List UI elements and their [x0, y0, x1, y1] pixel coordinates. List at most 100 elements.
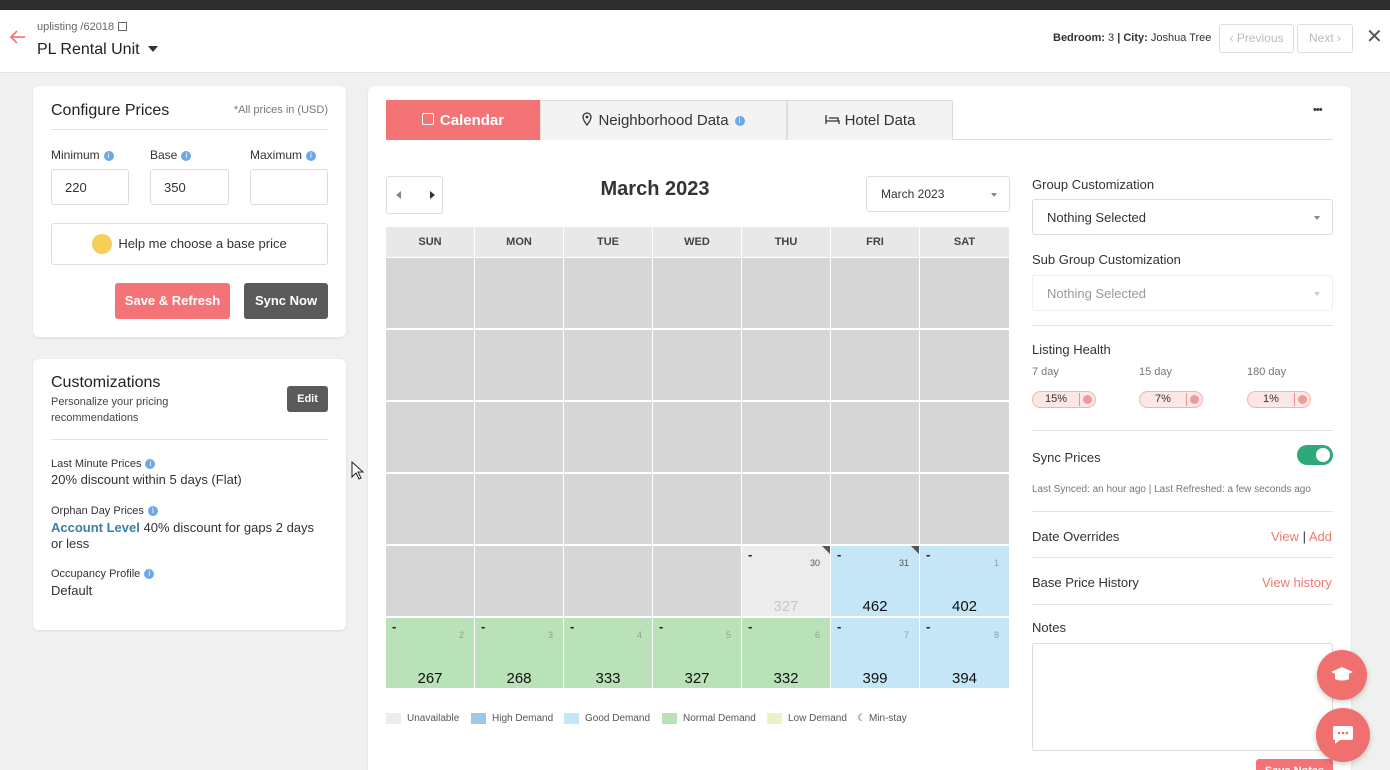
- previous-button[interactable]: ‹ Previous: [1219, 24, 1294, 53]
- calendar-day-cell[interactable]: [920, 474, 1009, 545]
- base-label-row: Base i: [150, 148, 192, 162]
- tab-calendar[interactable]: Calendar: [386, 100, 540, 140]
- calendar-day-cell[interactable]: [386, 258, 475, 329]
- calendar-day-cell[interactable]: [742, 474, 831, 545]
- calendar-day-cell[interactable]: [920, 402, 1009, 473]
- calendar-day-cell[interactable]: [831, 258, 920, 329]
- calendar-day-cell[interactable]: - 5 327: [653, 618, 742, 689]
- notes-textarea[interactable]: [1032, 643, 1333, 751]
- calendar-day-cell[interactable]: [920, 330, 1009, 401]
- legend-label: Min-stay: [868, 713, 907, 724]
- legend-high: High Demand: [471, 713, 553, 724]
- tab-neighborhood[interactable]: Neighborhood Data i: [540, 100, 787, 140]
- property-selector[interactable]: PL Rental Unit: [37, 41, 158, 59]
- calendar-day-cell[interactable]: [653, 330, 742, 401]
- next-month-icon[interactable]: [430, 191, 435, 199]
- calendar-day-cell[interactable]: [564, 402, 653, 473]
- day-price: 267: [417, 670, 443, 687]
- close-icon[interactable]: ✕: [1366, 26, 1383, 48]
- calendar-day-cell[interactable]: [564, 546, 653, 617]
- save-notes-button[interactable]: Save Notes: [1256, 759, 1333, 770]
- calendar-day-cell[interactable]: [742, 402, 831, 473]
- minimum-price-input[interactable]: 220: [51, 169, 129, 205]
- calendar-day-cell[interactable]: [386, 546, 475, 617]
- sync-now-button[interactable]: Sync Now: [244, 283, 328, 319]
- info-icon[interactable]: i: [306, 150, 317, 161]
- subgroup-customization-label: Sub Group Customization: [1032, 252, 1181, 267]
- calendar-day-cell[interactable]: [831, 474, 920, 545]
- info-icon[interactable]: [1083, 395, 1092, 404]
- calendar-day-cell[interactable]: - 7 399: [831, 618, 920, 689]
- info-icon[interactable]: [1190, 395, 1199, 404]
- base-price-input[interactable]: 350: [150, 169, 229, 205]
- calendar-day-cell[interactable]: [653, 258, 742, 329]
- maximum-price-input[interactable]: [250, 169, 328, 205]
- calendar-day-cell[interactable]: [920, 258, 1009, 329]
- calendar-day-cell[interactable]: [742, 258, 831, 329]
- view-history-link[interactable]: View history: [1262, 575, 1332, 590]
- sync-prices-toggle[interactable]: [1297, 445, 1333, 465]
- view-overrides-link[interactable]: View: [1271, 529, 1299, 544]
- group-customization-select[interactable]: Nothing Selected: [1032, 199, 1333, 235]
- calendar-day-cell[interactable]: [475, 546, 564, 617]
- save-refresh-button[interactable]: Save & Refresh: [115, 283, 230, 319]
- back-arrow-icon[interactable]: [9, 28, 29, 48]
- health-7day-label: 7 day: [1032, 366, 1059, 378]
- legend-normal: Normal Demand: [662, 713, 756, 724]
- maximum-label: Maximum: [250, 148, 303, 162]
- calendar-day-cell[interactable]: - 3 268: [475, 618, 564, 689]
- calendar-day-cell[interactable]: - 4 333: [564, 618, 653, 689]
- calendar-day-cell[interactable]: [831, 402, 920, 473]
- prev-month-icon[interactable]: [396, 191, 401, 199]
- info-icon[interactable]: i: [734, 116, 745, 127]
- health-15day-badge: 7%: [1139, 391, 1203, 408]
- account-level-link[interactable]: Account Level: [51, 520, 140, 535]
- breadcrumb[interactable]: uplisting /62018: [37, 21, 128, 33]
- help-base-price-button[interactable]: Help me choose a base price: [51, 223, 328, 265]
- calendar-day-cell[interactable]: [653, 402, 742, 473]
- calendar-day-cell[interactable]: [564, 330, 653, 401]
- subgroup-customization-select[interactable]: Nothing Selected: [1032, 275, 1333, 311]
- next-button[interactable]: Next ›: [1297, 24, 1353, 53]
- add-override-link[interactable]: Add: [1308, 529, 1333, 544]
- info-icon[interactable]: i: [144, 569, 155, 580]
- city-value: Joshua Tree: [1150, 32, 1212, 44]
- external-link-icon[interactable]: [118, 22, 128, 31]
- calendar-day-cell[interactable]: - 31 462: [831, 546, 920, 617]
- info-icon[interactable]: i: [145, 459, 156, 470]
- calendar-day-cell[interactable]: [564, 258, 653, 329]
- calendar-day-cell[interactable]: [475, 330, 564, 401]
- calendar-day-cell[interactable]: [386, 474, 475, 545]
- calendar-day-cell[interactable]: [653, 546, 742, 617]
- legend-good: Good Demand: [564, 713, 650, 724]
- calendar-day-cell[interactable]: - 2 267: [386, 618, 475, 689]
- calendar-day-cell[interactable]: [742, 330, 831, 401]
- calendar-day-cell[interactable]: [653, 474, 742, 545]
- min-stay-indicator: -: [748, 547, 753, 562]
- chat-button[interactable]: [1316, 708, 1370, 762]
- calendar-day-cell[interactable]: [386, 402, 475, 473]
- tab-hotel[interactable]: Hotel Data: [787, 100, 953, 140]
- calendar-day-cell[interactable]: [831, 330, 920, 401]
- calendar-day-cell[interactable]: [564, 474, 653, 545]
- calendar-icon: [421, 113, 434, 126]
- calendar-day-cell[interactable]: - 1 402: [920, 546, 1009, 617]
- info-icon[interactable]: i: [103, 150, 114, 161]
- calendar-day-cell[interactable]: [475, 402, 564, 473]
- location-pin-icon: [582, 112, 593, 127]
- calendar-day-cell[interactable]: - 8 394: [920, 618, 1009, 689]
- info-icon[interactable]: i: [181, 150, 192, 161]
- calendar-day-cell[interactable]: - 6 332: [742, 618, 831, 689]
- calendar-day-cell[interactable]: - 30 327: [742, 546, 831, 617]
- info-icon[interactable]: i: [147, 506, 158, 517]
- calendar-day-cell[interactable]: [475, 258, 564, 329]
- configure-title: Configure Prices: [51, 102, 170, 119]
- academy-button[interactable]: [1317, 650, 1367, 700]
- edit-button[interactable]: Edit: [287, 386, 328, 412]
- more-options-icon[interactable]: •••: [1313, 104, 1323, 116]
- month-select[interactable]: March 2023: [866, 176, 1010, 212]
- calendar-day-cell[interactable]: [475, 474, 564, 545]
- lightbulb-icon: [92, 233, 113, 254]
- calendar-day-cell[interactable]: [386, 330, 475, 401]
- info-icon[interactable]: [1298, 395, 1307, 404]
